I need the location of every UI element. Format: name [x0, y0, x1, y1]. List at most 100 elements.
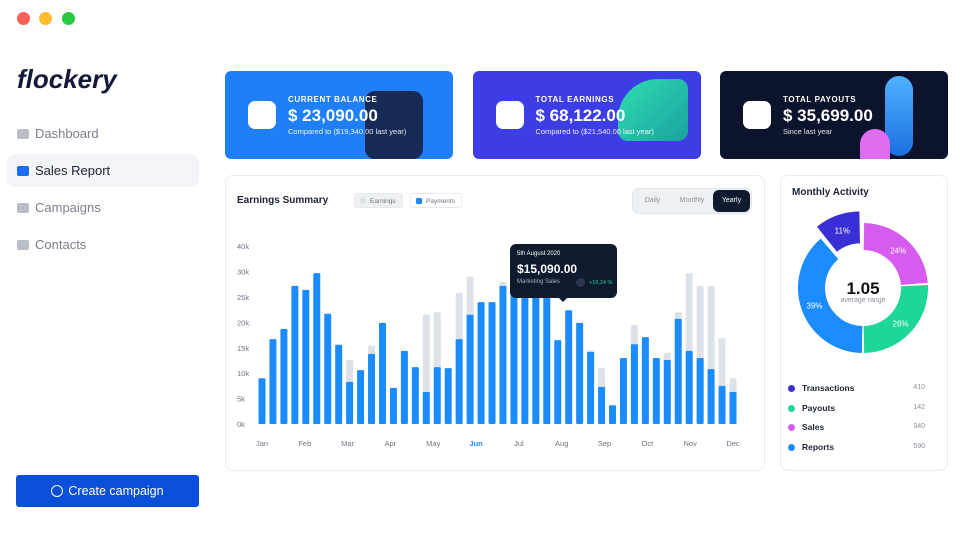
- x-tick-label: Jun: [469, 439, 483, 448]
- bar: [576, 322, 584, 424]
- legend-item: Reports: [788, 442, 834, 452]
- card-note: Compared to ($19,340.00 last year): [288, 127, 407, 136]
- nav-item[interactable]: Campaigns: [7, 191, 199, 224]
- bar: [488, 302, 496, 424]
- legend-count: 410: [913, 384, 925, 391]
- x-tick-label: Apr: [385, 439, 397, 448]
- bar: [466, 314, 474, 424]
- card-label: TOTAL PAYOUTS: [783, 95, 857, 104]
- x-tick-label: Sep: [598, 439, 611, 448]
- decoration: [617, 79, 688, 141]
- card-label: TOTAL EARNINGS: [535, 95, 615, 104]
- card-value: $ 68,122.00: [535, 106, 626, 125]
- tab[interactable]: Monthly: [679, 197, 705, 204]
- x-tick-label: Jan: [256, 439, 268, 448]
- nav-label: Sales Report: [35, 163, 111, 178]
- donut-segment: [816, 211, 860, 252]
- decoration: [365, 91, 423, 159]
- legend-swatch: [360, 198, 366, 204]
- tooltip-value: $15,090.00: [517, 262, 578, 276]
- bar: [378, 322, 386, 424]
- bar: [280, 329, 288, 424]
- x-tick-label: Feb: [298, 439, 311, 448]
- bar: [685, 350, 693, 424]
- nav-label: Dashboard: [35, 126, 99, 141]
- bar: [609, 405, 617, 424]
- nav-label: Contacts: [35, 237, 87, 252]
- bar: [357, 370, 365, 424]
- nav-item[interactable]: Sales Report: [7, 154, 199, 187]
- bar: [291, 285, 299, 424]
- legend-count: 590: [913, 443, 925, 451]
- card-note: Since last year: [783, 127, 833, 136]
- tooltip-caption: Marketing Sales: [517, 279, 561, 285]
- x-tick-label: Dec: [726, 439, 740, 448]
- bar: [598, 386, 606, 424]
- bar: [313, 273, 321, 424]
- legend-item: Payouts: [788, 403, 835, 413]
- bar: [499, 285, 507, 424]
- logo: flockery: [17, 64, 117, 94]
- bar: [269, 339, 277, 424]
- nav-item[interactable]: Contacts: [7, 228, 199, 261]
- bar: [400, 350, 408, 424]
- y-tick-label: 20k: [237, 318, 249, 327]
- center-label: average range: [840, 297, 886, 304]
- x-tick-label: Aug: [555, 439, 568, 448]
- legend-item: Sales: [788, 422, 824, 432]
- decoration: [860, 129, 890, 159]
- close-button[interactable]: [17, 12, 30, 25]
- bar: [630, 344, 638, 424]
- create-campaign-button[interactable]: Create campaign: [16, 475, 199, 507]
- card-value: $ 35,699.00: [783, 106, 873, 125]
- bar: [532, 291, 540, 424]
- stat-card: TOTAL PAYOUTS $ 35,699.00 Since last year: [720, 71, 948, 159]
- segment-label: 39%: [807, 301, 823, 310]
- x-tick-label: Oct: [642, 439, 655, 448]
- bar: [587, 351, 595, 424]
- minimize-button[interactable]: [39, 12, 52, 25]
- zoom-button[interactable]: [62, 12, 75, 25]
- bar: [663, 359, 671, 424]
- bar: [346, 381, 354, 424]
- bar: [641, 337, 649, 424]
- x-tick-label: May: [426, 439, 440, 448]
- panel-title: Earnings Summary: [237, 195, 329, 206]
- legend-label: Payments: [426, 198, 455, 205]
- nav-item[interactable]: Dashboard: [7, 117, 199, 150]
- bar: [433, 367, 441, 424]
- bar: [674, 318, 682, 424]
- card-icon: [495, 101, 524, 129]
- tooltip-date: 5th August 2020: [517, 251, 561, 257]
- tooltip-change: +16,24 %: [589, 280, 613, 286]
- card-label: CURRENT BALANCE: [288, 95, 378, 104]
- card-value: $ 23,090.00: [288, 106, 378, 125]
- stat-card: CURRENT BALANCE $ 23,090.00 Compared to ($…: [225, 71, 453, 159]
- legend-item: Payments: [410, 193, 462, 208]
- card-icon: [743, 101, 771, 129]
- legend-swatch: [416, 198, 422, 204]
- y-tick-label: 15k: [237, 344, 249, 353]
- tab[interactable]: Daily: [644, 197, 661, 204]
- legend-dot: [788, 385, 795, 392]
- legend-item: Transactions: [788, 383, 854, 393]
- tab[interactable]: Yearly: [713, 190, 750, 212]
- segment-label: 26%: [893, 319, 909, 328]
- donut-segment: [797, 238, 863, 353]
- bar: [335, 344, 343, 424]
- legend-label: Earnings: [370, 198, 396, 205]
- y-tick-label: 5k: [237, 395, 245, 404]
- card-note: Compared to ($21,540.00 last year): [535, 127, 654, 136]
- bar: [619, 357, 627, 424]
- bar: [411, 367, 419, 424]
- bar: [444, 368, 452, 424]
- bar: [707, 369, 715, 424]
- segment-label: 11%: [835, 227, 850, 236]
- bar: [258, 378, 266, 424]
- legend-dot: [788, 444, 795, 452]
- center-value: 1.05: [846, 279, 880, 298]
- x-tick-label: Jul: [514, 439, 524, 448]
- panel-title: Monthly Activity: [792, 187, 869, 198]
